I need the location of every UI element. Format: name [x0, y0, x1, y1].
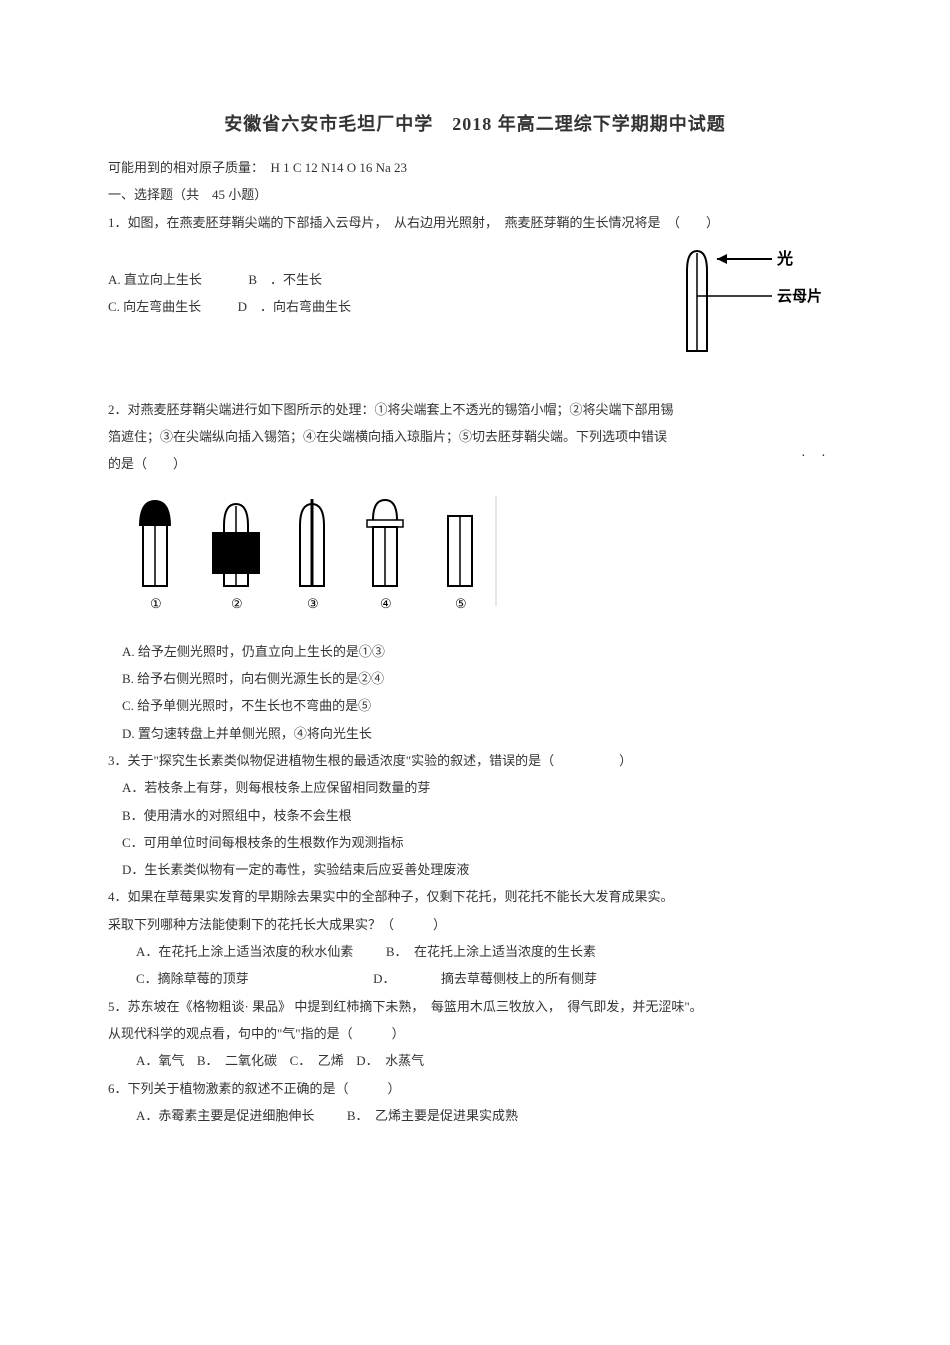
q3-optB: B．使用清水的对照组中，枝条不会生根 — [108, 802, 842, 829]
q4-row2: C．摘除草莓的顶芽 D． 摘去草莓侧枝上的所有侧芽 — [108, 965, 842, 992]
q4-optD: D． 摘去草莓侧枝上的所有侧芽 — [373, 971, 597, 986]
q4-row1: A．在花托上涂上适当浓度的秋水仙素 B． 在花托上涂上适当浓度的生长素 — [108, 938, 842, 965]
q1-figure: 光 云母片 — [662, 241, 842, 366]
q4-optC: C．摘除草莓的顶芽 — [136, 971, 249, 986]
q5-optC: C． 乙烯 — [290, 1053, 344, 1068]
q2-optB: B. 给予右侧光照时，向右侧光源生长的是②④ — [108, 665, 842, 692]
q1-stem: 1．如图，在燕麦胚芽鞘尖端的下部插入云母片， 从右边用光照射， 燕麦胚芽鞘的生长… — [108, 209, 842, 236]
q6-row1: A．赤霉素主要是促进细胞伸长 B． 乙烯主要是促进果实成熟 — [108, 1102, 842, 1129]
q2-label-3: ③ — [307, 596, 319, 611]
q5-optA: A．氧气 — [136, 1053, 184, 1068]
q1-optA: A. 直立向上生长 — [108, 272, 202, 287]
q1-optD: D ．向右弯曲生长 — [238, 299, 351, 314]
q6-optB: B． 乙烯主要是促进果实成熟 — [347, 1108, 518, 1123]
page-title: 安徽省六安市毛坦厂中学 2018 年高二理综下学期期中试题 — [108, 110, 842, 136]
q4-optA: A．在花托上涂上适当浓度的秋水仙素 — [136, 944, 353, 959]
q6-optA: A．赤霉素主要是促进细胞伸长 — [136, 1108, 314, 1123]
q2-stem-l2: 箔遮住；③在尖端纵向插入锡箔；④在尖端横向插入琼脂片；⑤切去胚芽鞘尖端。下列选项… — [108, 423, 842, 450]
q4-optB: B． 在花托上涂上适当浓度的生长素 — [386, 944, 596, 959]
q3-stem: 3．关于"探究生长素类似物促进植物生根的最适浓度"实验的叙述，错误的是（ ） — [108, 747, 842, 774]
q2-label-1: ① — [150, 596, 162, 611]
q6-stem: 6．下列关于植物激素的叙述不正确的是（ ） — [108, 1075, 842, 1102]
q5-optD: D． 水蒸气 — [356, 1053, 424, 1068]
section-heading: 一、选择题（共 45 小题） — [108, 181, 842, 208]
q3-optA: A．若枝条上有芽，则每根枝条上应保留相同数量的芽 — [108, 774, 842, 801]
q5-optB: B． 二氧化碳 — [197, 1053, 277, 1068]
q2-label-5: ⑤ — [455, 596, 467, 611]
q1-optB: B ．不生长 — [248, 272, 322, 287]
atomic-mass-note: 可能用到的相对原子质量： H 1 C 12 N14 O 16 Na 23 — [108, 154, 842, 181]
mica-label: 云母片 — [777, 287, 822, 305]
q2-stem-l1: 2．对燕麦胚芽鞘尖端进行如下图所示的处理：①将尖端套上不透光的锡箔小帽；②将尖端… — [108, 396, 842, 423]
q2-label-4: ④ — [380, 596, 392, 611]
q4-stem-l2: 采取下列哪种方法能使剩下的花托长大成果实？（ ） — [108, 911, 842, 938]
q5-options: A．氧气 B． 二氧化碳 C． 乙烯 D． 水蒸气 — [108, 1047, 842, 1074]
q4-stem-l1: 4．如果在草莓果实发育的早期除去果实中的全部种子，仅剩下花托，则花托不能长大发育… — [108, 883, 842, 910]
q2-optA: A. 给予左侧光照时，仍直立向上生长的是①③ — [108, 638, 842, 665]
q2-figure: ① ② ③ ④ ⑤ — [128, 496, 842, 626]
q2-optD: D. 置匀速转盘上并单侧光照，④将向光生长 — [108, 720, 842, 747]
q2-label-2: ② — [231, 596, 243, 611]
q3-optC: C．可用单位时间每根枝条的生根数作为观测指标 — [108, 829, 842, 856]
q1-optC: C. 向左弯曲生长 — [108, 299, 201, 314]
light-label: 光 — [776, 249, 793, 268]
q5-stem-l2: 从现代科学的观点看，句中的"气"指的是（ ） — [108, 1020, 842, 1047]
q5-stem-l1: 5．苏东坡在《格物粗谈· 果品》 中提到红柿摘下未熟， 每篮用木瓜三牧放入， 得… — [108, 993, 842, 1020]
q2-optC: C. 给予单侧光照时，不生长也不弯曲的是⑤ — [108, 692, 842, 719]
q3-optD: D．生长素类似物有一定的毒性，实验结束后应妥善处理废液 — [108, 856, 842, 883]
q2-stem-l3: 的是（ ） — [108, 450, 842, 477]
